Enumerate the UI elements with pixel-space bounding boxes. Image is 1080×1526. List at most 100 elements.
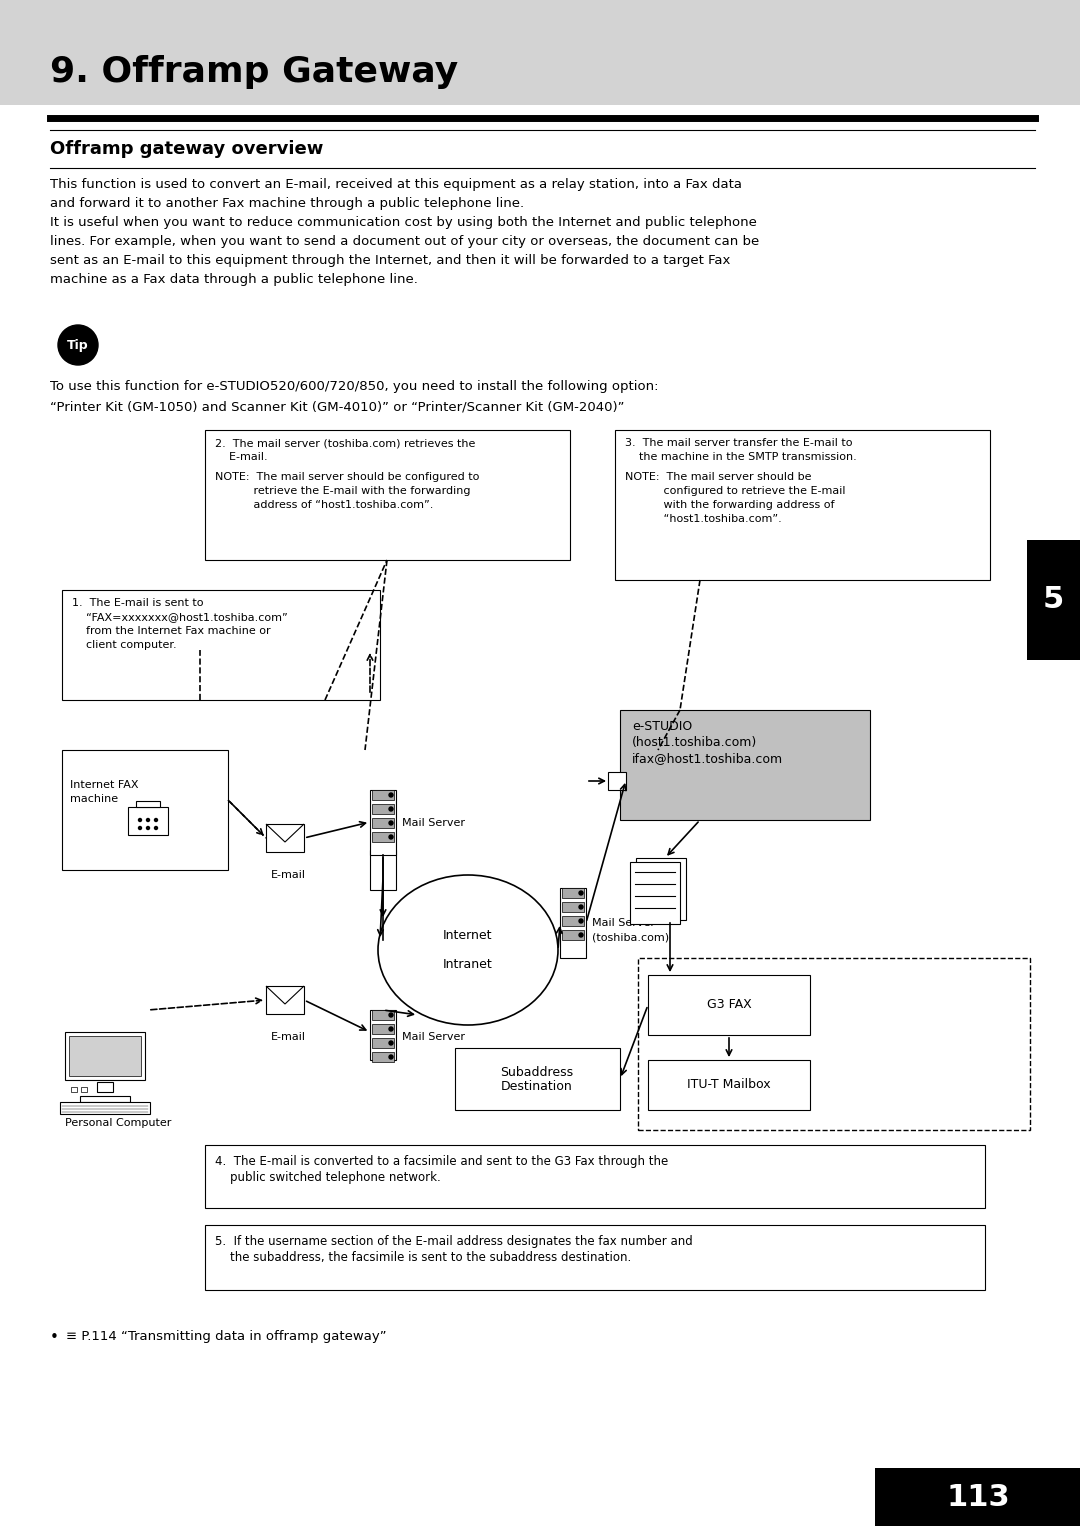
Text: E-mail: E-mail xyxy=(271,1032,306,1042)
Circle shape xyxy=(154,818,158,821)
Text: address of “host1.toshiba.com”.: address of “host1.toshiba.com”. xyxy=(215,501,433,510)
Bar xyxy=(372,1024,394,1035)
Text: “Printer Kit (GM-1050) and Scanner Kit (GM-4010)” or “Printer/Scanner Kit (GM-20: “Printer Kit (GM-1050) and Scanner Kit (… xyxy=(50,400,624,414)
Bar xyxy=(266,824,303,852)
Text: ≡ P.114 “Transmitting data in offramp gateway”: ≡ P.114 “Transmitting data in offramp ga… xyxy=(66,1331,387,1343)
Text: Subaddress: Subaddress xyxy=(500,1067,573,1079)
Text: “host1.toshiba.com”.: “host1.toshiba.com”. xyxy=(625,514,782,523)
Text: sent as an E-mail to this equipment through the Internet, and then it will be fo: sent as an E-mail to this equipment thro… xyxy=(50,253,730,267)
Text: Internet: Internet xyxy=(443,929,492,942)
Text: Intranet: Intranet xyxy=(443,958,492,971)
Text: It is useful when you want to reduce communication cost by using both the Intern: It is useful when you want to reduce com… xyxy=(50,217,757,229)
Text: 3.  The mail server transfer the E-mail to: 3. The mail server transfer the E-mail t… xyxy=(625,438,852,449)
Text: Personal Computer: Personal Computer xyxy=(65,1119,172,1128)
Text: To use this function for e-STUDIO520/600/720/850, you need to install the follow: To use this function for e-STUDIO520/600… xyxy=(50,380,659,394)
Circle shape xyxy=(138,818,141,821)
Text: retrieve the E-mail with the forwarding: retrieve the E-mail with the forwarding xyxy=(215,485,471,496)
Circle shape xyxy=(579,891,583,896)
Text: Destination: Destination xyxy=(501,1080,572,1094)
Text: ifax@host1.toshiba.com: ifax@host1.toshiba.com xyxy=(632,752,783,765)
Text: Offramp gateway overview: Offramp gateway overview xyxy=(50,140,323,159)
Text: (toshiba.com): (toshiba.com) xyxy=(592,932,670,942)
Circle shape xyxy=(389,807,393,810)
Bar xyxy=(648,1061,810,1109)
Bar xyxy=(1027,540,1080,661)
Bar xyxy=(97,1082,113,1093)
Text: the machine in the SMTP transmission.: the machine in the SMTP transmission. xyxy=(625,452,856,462)
Bar xyxy=(136,801,160,807)
Bar xyxy=(372,818,394,829)
Bar xyxy=(205,1144,985,1209)
Text: 2.  The mail server (toshiba.com) retrieves the: 2. The mail server (toshiba.com) retriev… xyxy=(215,438,475,449)
Text: the subaddress, the facsimile is sent to the subaddress destination.: the subaddress, the facsimile is sent to… xyxy=(215,1251,631,1264)
Text: Tip: Tip xyxy=(67,339,89,351)
Text: 113: 113 xyxy=(946,1482,1010,1511)
Bar xyxy=(372,1010,394,1019)
Bar xyxy=(62,749,228,870)
Text: •: • xyxy=(50,1331,59,1344)
Circle shape xyxy=(138,827,141,830)
Circle shape xyxy=(154,827,158,830)
Bar xyxy=(81,1087,87,1093)
Text: NOTE:  The mail server should be: NOTE: The mail server should be xyxy=(625,472,811,482)
Bar xyxy=(561,888,586,958)
Bar xyxy=(648,975,810,1035)
Text: This function is used to convert an E-mail, received at this equipment as a rela: This function is used to convert an E-ma… xyxy=(50,179,742,191)
Bar xyxy=(620,710,870,819)
Circle shape xyxy=(389,821,393,826)
Text: public switched telephone network.: public switched telephone network. xyxy=(215,1170,441,1184)
Text: with the forwarding address of: with the forwarding address of xyxy=(625,501,835,510)
Text: and forward it to another Fax machine through a public telephone line.: and forward it to another Fax machine th… xyxy=(50,197,524,211)
Bar xyxy=(370,790,396,855)
Bar xyxy=(562,888,584,897)
Bar xyxy=(562,929,584,940)
Bar xyxy=(615,430,990,580)
Text: machine as a Fax data through a public telephone line.: machine as a Fax data through a public t… xyxy=(50,273,418,285)
Bar xyxy=(370,1010,396,1061)
Text: E-mail: E-mail xyxy=(271,870,306,881)
Bar xyxy=(370,850,396,890)
Text: NOTE:  The mail server should be configured to: NOTE: The mail server should be configur… xyxy=(215,472,480,482)
Circle shape xyxy=(389,1027,393,1032)
Circle shape xyxy=(389,835,393,839)
Bar xyxy=(638,958,1030,1129)
Bar xyxy=(80,1096,130,1102)
Text: Internet FAX: Internet FAX xyxy=(70,780,138,790)
Text: Mail Server: Mail Server xyxy=(402,818,465,829)
Text: from the Internet Fax machine or: from the Internet Fax machine or xyxy=(72,626,271,636)
Bar xyxy=(205,430,570,560)
Bar xyxy=(71,1087,77,1093)
Circle shape xyxy=(389,1013,393,1016)
Text: 5.  If the username section of the E-mail address designates the fax number and: 5. If the username section of the E-mail… xyxy=(215,1235,692,1248)
Circle shape xyxy=(389,1041,393,1045)
Circle shape xyxy=(579,905,583,909)
Text: e-STUDIO: e-STUDIO xyxy=(632,720,692,732)
Text: “FAX=xxxxxxx@host1.toshiba.com”: “FAX=xxxxxxx@host1.toshiba.com” xyxy=(72,612,287,623)
Text: lines. For example, when you want to send a document out of your city or oversea: lines. For example, when you want to sen… xyxy=(50,235,759,249)
Text: 9. Offramp Gateway: 9. Offramp Gateway xyxy=(50,55,458,89)
Polygon shape xyxy=(630,862,680,925)
Polygon shape xyxy=(636,858,686,920)
Circle shape xyxy=(147,818,149,821)
Bar xyxy=(372,832,394,842)
Text: 4.  The E-mail is converted to a facsimile and sent to the G3 Fax through the: 4. The E-mail is converted to a facsimil… xyxy=(215,1155,669,1167)
Text: client computer.: client computer. xyxy=(72,639,177,650)
Text: (host1.toshiba.com): (host1.toshiba.com) xyxy=(632,736,757,749)
Ellipse shape xyxy=(378,874,558,1025)
Bar xyxy=(372,804,394,813)
Text: Mail Server: Mail Server xyxy=(592,919,654,928)
Bar xyxy=(60,1102,150,1114)
Text: machine: machine xyxy=(70,794,118,804)
Text: Mail Server: Mail Server xyxy=(402,1032,465,1042)
Text: configured to retrieve the E-mail: configured to retrieve the E-mail xyxy=(625,485,846,496)
Bar xyxy=(205,1225,985,1289)
Bar xyxy=(129,807,168,835)
Bar xyxy=(0,0,1080,105)
Circle shape xyxy=(579,919,583,923)
Bar xyxy=(875,1468,1080,1526)
Circle shape xyxy=(147,827,149,830)
Circle shape xyxy=(389,1054,393,1059)
Text: 5: 5 xyxy=(1042,586,1064,615)
Circle shape xyxy=(58,325,98,365)
Text: ITU-T Mailbox: ITU-T Mailbox xyxy=(687,1079,771,1091)
